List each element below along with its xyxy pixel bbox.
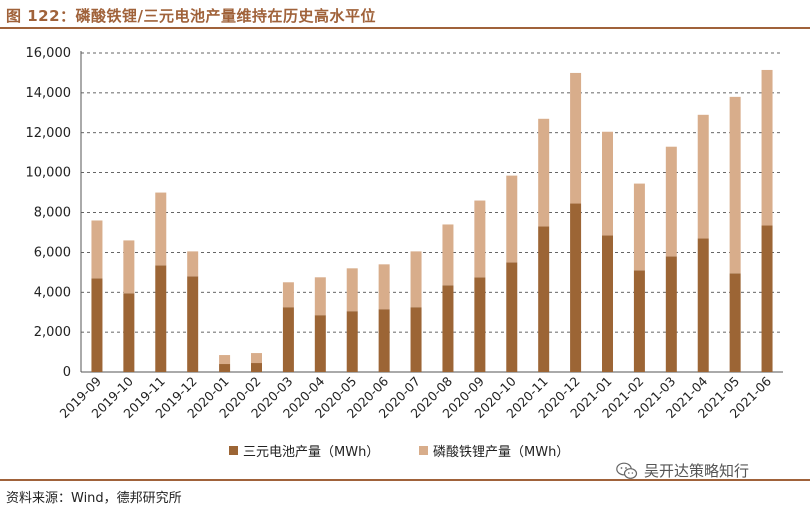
bar-segment-lfp — [155, 192, 167, 266]
bar-segment-lfp — [123, 240, 135, 294]
legend-swatch-lfp — [419, 446, 428, 455]
bar-segment-lfp — [346, 268, 358, 312]
legend-label-lfp: 磷酸铁锂产量（MWh） — [433, 445, 569, 460]
wechat-icon — [616, 462, 638, 479]
bar-segment-ternary — [729, 273, 741, 372]
bar-segment-ternary — [442, 285, 454, 372]
bar-segment-ternary — [282, 307, 294, 372]
bar-segment-lfp — [729, 96, 741, 274]
bar-segment-lfp — [474, 200, 486, 278]
bar-segment-ternary — [378, 309, 390, 372]
bar-segment-lfp — [314, 277, 326, 316]
bar-segment-lfp — [506, 175, 518, 263]
bar-segment-ternary — [761, 225, 773, 372]
bar-segment-ternary — [91, 278, 103, 372]
bar-segment-ternary — [346, 311, 358, 372]
y-tick-label: 4,000 — [34, 285, 71, 300]
y-tick-label: 10,000 — [26, 166, 72, 181]
bar-segment-lfp — [410, 251, 422, 308]
y-tick-label: 6,000 — [34, 245, 71, 260]
bar-segment-ternary — [155, 265, 167, 372]
bar-segment-lfp — [633, 183, 645, 271]
bar-segment-lfp — [251, 353, 262, 364]
bar-segment-ternary — [697, 238, 709, 372]
bar-segment-ternary — [665, 256, 677, 372]
bar-segment-ternary — [570, 203, 582, 372]
bar-segment-ternary — [633, 270, 645, 372]
stacked-bar-chart: 0 2,000 4,000 6,000 8,000 10,000 12,000 14,000 1… — [26, 46, 783, 460]
bar-segment-ternary — [187, 276, 199, 372]
bar-segment-lfp — [282, 282, 294, 308]
bar-segment-ternary — [251, 363, 262, 372]
chart-container: 0 2,000 4,000 6,000 8,000 10,000 12,000 14,000 1… — [0, 32, 800, 472]
y-tick-label: 16,000 — [26, 46, 72, 61]
y-tick-label: 0 — [63, 365, 71, 380]
bar-segment-lfp — [219, 355, 231, 365]
y-tick-label: 14,000 — [26, 86, 72, 101]
bar-segment-lfp — [761, 69, 773, 226]
y-tick-label: 8,000 — [34, 206, 71, 221]
watermark: 吴开达策略知行 — [616, 460, 749, 481]
bar-segment-ternary — [474, 277, 486, 372]
bar-segment-ternary — [410, 307, 422, 372]
legend-label-ternary: 三元电池产量（MWh） — [243, 445, 379, 460]
bar-segment-ternary — [506, 262, 518, 372]
title-divider — [0, 27, 810, 29]
bar-segment-lfp — [602, 131, 613, 236]
bar-segment-ternary — [314, 315, 326, 372]
bar-segment-lfp — [378, 264, 390, 310]
bar-segment-lfp — [442, 224, 454, 286]
figure-title: 图 122：磷酸铁锂/三元电池产量维持在历史高水平位 — [6, 7, 377, 25]
bar-segment-lfp — [697, 114, 709, 239]
watermark-text: 吴开达策略知行 — [644, 462, 750, 480]
bar-segment-ternary — [602, 235, 613, 372]
legend-swatch-ternary — [229, 446, 238, 455]
y-tick-label: 2,000 — [34, 325, 71, 340]
footer-divider — [0, 479, 810, 481]
bar-segment-ternary — [123, 293, 135, 372]
bar-segment-lfp — [570, 72, 582, 204]
source-note: 资料来源：Wind，德邦研究所 — [6, 491, 182, 506]
y-tick-label: 12,000 — [26, 126, 72, 141]
bar-segment-lfp — [665, 146, 677, 257]
bar-segment-lfp — [538, 118, 550, 227]
bar-segment-lfp — [91, 220, 103, 279]
bar-segment-ternary — [538, 226, 550, 372]
bar-segment-lfp — [187, 251, 199, 277]
bar-segment-ternary — [219, 364, 231, 372]
